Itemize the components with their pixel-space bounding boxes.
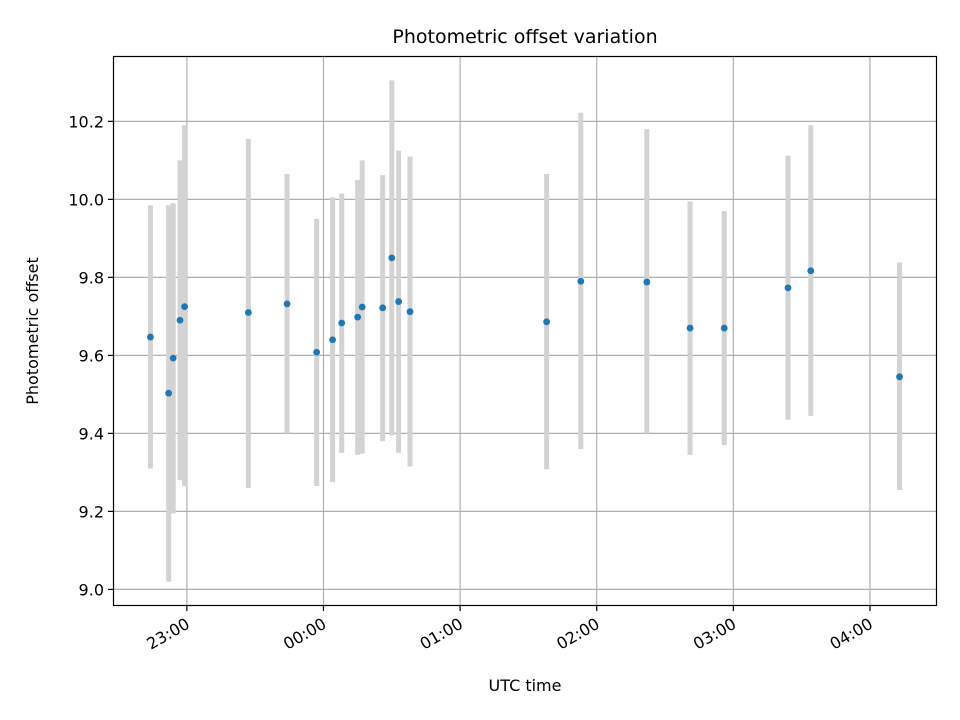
- data-point: [379, 304, 387, 312]
- y-tick-label: 9.2: [79, 502, 104, 521]
- data-point: [244, 309, 252, 316]
- y-tick-label: 10.0: [68, 190, 104, 209]
- data-point: [176, 316, 184, 324]
- grid: [114, 57, 936, 605]
- data-point: [896, 373, 903, 381]
- data-point: [165, 389, 173, 397]
- data-point: [784, 284, 792, 292]
- data-point: [543, 318, 551, 326]
- data-point: [643, 278, 651, 286]
- data-point: [169, 354, 177, 362]
- data-point: [686, 324, 694, 332]
- y-tick-label: 9.0: [79, 580, 104, 599]
- x-axis-title: UTC time: [489, 676, 562, 695]
- data-point: [388, 254, 396, 262]
- data-point: [354, 313, 362, 321]
- data-point: [181, 303, 188, 311]
- chart-title: Photometric offset variation: [392, 26, 657, 48]
- data-point: [406, 308, 414, 316]
- data-point: [329, 336, 336, 344]
- data-point: [313, 348, 321, 356]
- data-points: [147, 254, 903, 397]
- data-point: [395, 298, 403, 305]
- data-point: [283, 300, 291, 308]
- y-tick-label: 9.4: [79, 424, 104, 443]
- plot-frame: [112, 55, 938, 607]
- data-point: [147, 333, 154, 341]
- data-point: [720, 324, 728, 332]
- y-tick-label: 9.8: [79, 268, 104, 287]
- y-tick-label: 9.6: [79, 346, 104, 365]
- y-axis-ticks: 9.0 9.2 9.4 9.6 9.8 10.0 10.2: [68, 112, 114, 599]
- y-axis-title: Photometric offset: [23, 257, 42, 405]
- data-point: [807, 267, 815, 275]
- data-point: [577, 277, 585, 285]
- data-point: [338, 319, 346, 327]
- data-point: [358, 303, 366, 311]
- y-tick-label: 10.2: [68, 112, 104, 131]
